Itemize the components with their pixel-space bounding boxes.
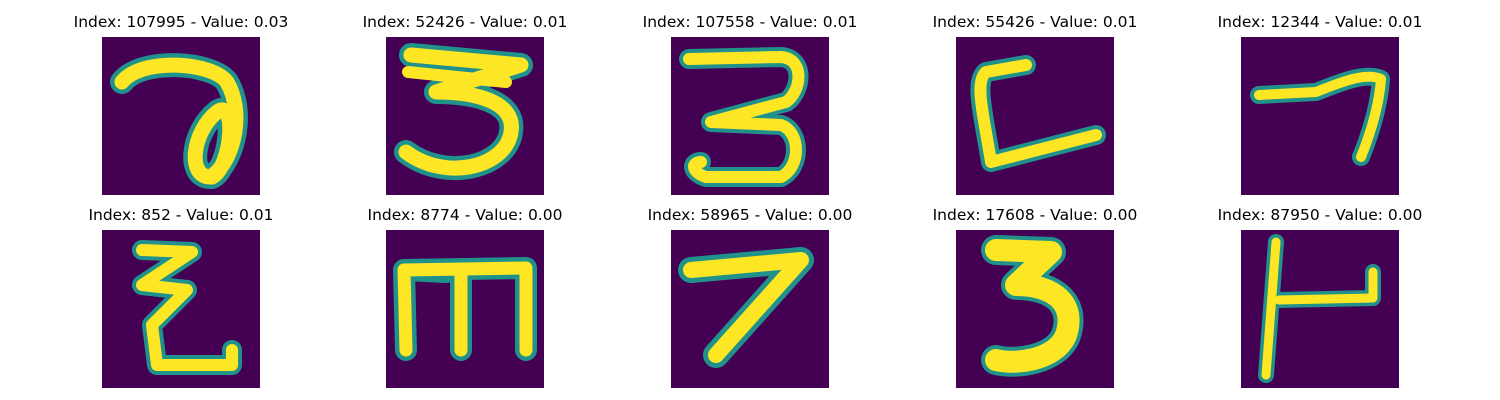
flag-shape-icon <box>1258 234 1381 383</box>
digit-image <box>102 230 260 388</box>
digit-image <box>671 37 829 195</box>
panel-5: Index: 12344 - Value: 0.01 <box>1170 12 1470 202</box>
digit-image <box>956 230 1114 388</box>
digit-image <box>671 230 829 388</box>
panel-title: Index: 52426 - Value: 0.01 <box>362 13 568 31</box>
panel-1: Index: 107995 - Value: 0.03 <box>31 12 331 202</box>
panel-9: Index: 17608 - Value: 0.00 <box>885 205 1185 395</box>
digit-image <box>386 230 544 388</box>
digit-image <box>1241 37 1399 195</box>
panel-title: Index: 107995 - Value: 0.03 <box>73 13 289 31</box>
panel-title: Index: 852 - Value: 0.01 <box>88 206 274 224</box>
panel-title: Index: 107558 - Value: 0.01 <box>642 13 858 31</box>
m-shape-icon <box>393 257 537 361</box>
panel-title: Index: 17608 - Value: 0.00 <box>932 206 1138 224</box>
digit-image <box>386 37 544 195</box>
panel-title: Index: 8774 - Value: 0.00 <box>367 206 563 224</box>
panel-6: Index: 852 - Value: 0.01 <box>31 205 331 395</box>
panel-8: Index: 58965 - Value: 0.00 <box>600 205 900 395</box>
panel-10: Index: 87950 - Value: 0.00 <box>1170 205 1470 395</box>
digit-image <box>956 37 1114 195</box>
digit-image <box>102 37 260 195</box>
digit-image <box>1241 230 1399 388</box>
panel-2: Index: 52426 - Value: 0.01 <box>315 12 615 202</box>
three-curl-icon <box>679 47 809 187</box>
open-c-icon <box>970 55 1106 172</box>
seven-icon <box>678 247 814 368</box>
zigzag-z-icon <box>132 240 242 375</box>
panel-7: Index: 8774 - Value: 0.00 <box>315 205 615 395</box>
panel-title: Index: 58965 - Value: 0.00 <box>647 206 853 224</box>
three-icon <box>394 43 533 181</box>
seven-thin-icon <box>1250 67 1390 166</box>
panel-3: Index: 107558 - Value: 0.01 <box>600 12 900 202</box>
bold-three-icon <box>981 235 1084 377</box>
panel-4: Index: 55426 - Value: 0.01 <box>885 12 1185 202</box>
panel-title: Index: 12344 - Value: 0.01 <box>1217 13 1423 31</box>
panel-title: Index: 87950 - Value: 0.00 <box>1217 206 1423 224</box>
panel-title: Index: 55426 - Value: 0.01 <box>932 13 1138 31</box>
seven-loop-icon <box>110 53 248 189</box>
